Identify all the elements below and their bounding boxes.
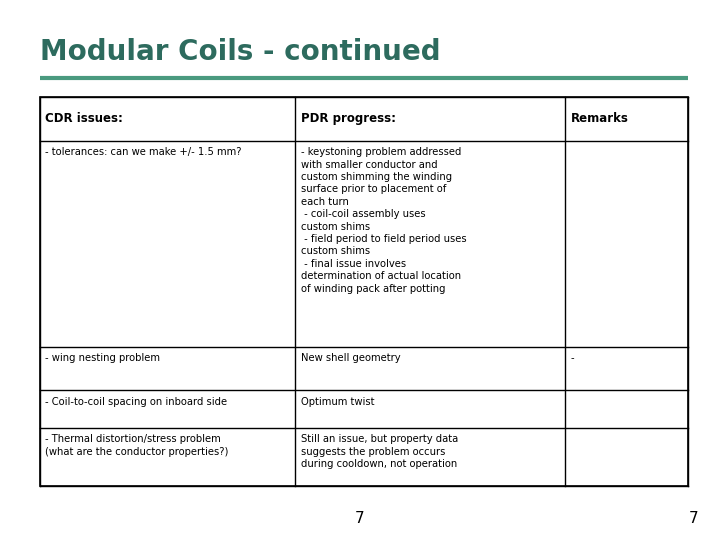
Text: Still an issue, but property data
suggests the problem occurs
during cooldown, n: Still an issue, but property data sugges… — [301, 435, 458, 469]
Text: Optimum twist: Optimum twist — [301, 397, 374, 407]
Text: PDR progress:: PDR progress: — [301, 112, 396, 125]
Bar — [40, 97, 688, 486]
Text: 7: 7 — [355, 511, 365, 526]
Text: - wing nesting problem: - wing nesting problem — [45, 353, 161, 363]
Text: - keystoning problem addressed
with smaller conductor and
custom shimming the wi: - keystoning problem addressed with smal… — [301, 147, 467, 294]
Text: - Thermal distortion/stress problem
(what are the conductor properties?): - Thermal distortion/stress problem (wha… — [45, 435, 229, 457]
Text: Modular Coils - continued: Modular Coils - continued — [40, 38, 440, 66]
Text: - tolerances: can we make +/- 1.5 mm?: - tolerances: can we make +/- 1.5 mm? — [45, 147, 242, 157]
Text: Remarks: Remarks — [571, 112, 629, 125]
Text: - Coil-to-coil spacing on inboard side: - Coil-to-coil spacing on inboard side — [45, 397, 228, 407]
Text: CDR issues:: CDR issues: — [45, 112, 123, 125]
Text: 7: 7 — [689, 511, 698, 526]
Text: New shell geometry: New shell geometry — [301, 353, 400, 363]
Text: -: - — [571, 353, 575, 363]
